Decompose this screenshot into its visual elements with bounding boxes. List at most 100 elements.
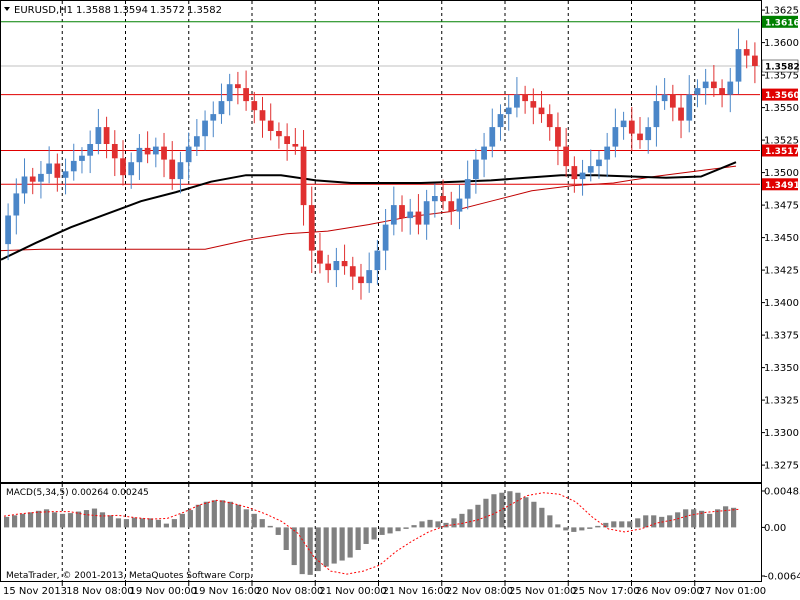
macd-bar xyxy=(467,509,473,528)
macd-bar xyxy=(571,527,577,532)
macd-bar xyxy=(43,509,50,528)
candle-body xyxy=(349,266,356,277)
candle-body xyxy=(267,120,274,131)
candle-body xyxy=(21,176,28,194)
macd-bar xyxy=(139,518,146,528)
candle-body xyxy=(719,88,725,95)
candle-body xyxy=(628,120,635,134)
macd-bar xyxy=(683,509,689,528)
y-tick-label: 1.3475 xyxy=(764,201,799,212)
candle-body xyxy=(251,101,258,111)
macd-bar xyxy=(315,527,321,572)
macd-bar xyxy=(211,500,217,528)
macd-bar xyxy=(19,513,26,528)
price-level-tag-label: 1.3560 xyxy=(765,91,800,101)
candle-body xyxy=(571,166,578,180)
macd-bar xyxy=(403,527,409,529)
candle-body xyxy=(661,94,668,102)
x-tick-label: 18 Nov 08:00 xyxy=(66,586,133,597)
candle-body xyxy=(702,81,709,89)
ohlc-open: 1.3588 xyxy=(76,5,111,16)
macd-bar xyxy=(195,504,201,528)
candle-body xyxy=(152,146,159,155)
candle-body xyxy=(522,94,528,102)
candle-body xyxy=(333,261,340,271)
current-price-tag xyxy=(761,59,799,73)
candle-body xyxy=(456,198,463,212)
candle-body xyxy=(235,84,241,89)
candle-body xyxy=(620,120,627,128)
main-panel-frame xyxy=(0,0,762,483)
candle-body xyxy=(546,114,553,128)
candle-body xyxy=(54,163,61,178)
candle-body xyxy=(46,163,53,174)
candle-body xyxy=(210,114,217,121)
macd-bar xyxy=(147,518,153,528)
candle-body xyxy=(70,160,77,172)
macd-bar xyxy=(579,527,585,531)
price-axis: 1.3625 1.3600 1.3575 1.3550 1.3525 1.3500 1.34… xyxy=(761,6,799,472)
candle-body xyxy=(538,107,545,115)
dropdown-triangle-icon[interactable] xyxy=(4,7,10,11)
candle-body xyxy=(604,146,611,160)
price-level-tag-label: 1.3491 xyxy=(765,181,800,191)
macd-bar xyxy=(555,524,561,528)
macd-tick-label: 0.00 xyxy=(764,523,786,534)
macd-bar xyxy=(203,501,209,528)
price-level-tag-label: 1.3517 xyxy=(765,147,800,157)
candle-body xyxy=(226,84,233,102)
x-tick-label: 27 Nov 01:00 xyxy=(699,586,766,597)
x-tick-label: 21 Nov 16:00 xyxy=(383,586,450,597)
macd-bar xyxy=(123,519,130,528)
macd-bar xyxy=(459,513,465,528)
x-tick-label: 25 Nov 01:00 xyxy=(509,586,576,597)
macd-bar xyxy=(243,509,249,528)
macd-bar xyxy=(619,521,625,528)
candle-body xyxy=(423,201,430,225)
price-level-tag-label: 1.3616 xyxy=(765,18,800,28)
candle-body xyxy=(752,55,758,66)
macd-bar xyxy=(219,500,225,528)
copyright-text: MetaTrader, © 2001-2013, MetaQuotes Soft… xyxy=(6,571,253,581)
candle-body xyxy=(284,136,290,144)
macd-bar xyxy=(371,527,377,540)
candle-body xyxy=(431,196,438,202)
macd-bar xyxy=(523,497,529,528)
candle-body xyxy=(185,146,192,163)
candle-body xyxy=(473,159,479,180)
candle-body xyxy=(243,88,249,102)
y-tick-label: 1.3375 xyxy=(764,331,799,342)
macd-bar xyxy=(507,491,513,528)
macd-bar xyxy=(267,525,273,528)
macd-bar xyxy=(83,510,90,528)
moving-averages xyxy=(0,161,737,261)
candle-body xyxy=(29,176,36,182)
macd-bar xyxy=(75,511,82,528)
macd-bar xyxy=(27,512,34,528)
symbol-label: EURUSD,H1 xyxy=(14,5,73,16)
ma-slow-line xyxy=(0,161,737,261)
macd-tick-label: -0.00645 xyxy=(764,572,800,583)
candle-body xyxy=(678,107,684,121)
candle-body xyxy=(489,127,496,147)
candle-body xyxy=(464,179,471,199)
candle-body xyxy=(341,261,348,267)
macd-bar xyxy=(611,521,617,528)
macd-bar xyxy=(51,512,58,528)
price-level-tag xyxy=(762,15,798,28)
candle-body xyxy=(448,201,455,212)
candle-body xyxy=(710,81,717,89)
candle-body xyxy=(5,215,11,245)
macd-bar xyxy=(667,515,673,528)
candle-body xyxy=(637,133,643,141)
candle-body xyxy=(374,250,381,271)
macd-bar xyxy=(491,494,497,528)
macd-bar xyxy=(499,492,505,528)
ohlc-close: 1.3582 xyxy=(187,5,222,16)
y-tick-label: 1.3300 xyxy=(764,428,799,439)
macd-bar xyxy=(691,509,697,528)
y-tick-label: 1.3275 xyxy=(764,461,799,472)
x-tick-label: 26 Nov 09:00 xyxy=(636,586,703,597)
macd-bar xyxy=(643,515,649,528)
